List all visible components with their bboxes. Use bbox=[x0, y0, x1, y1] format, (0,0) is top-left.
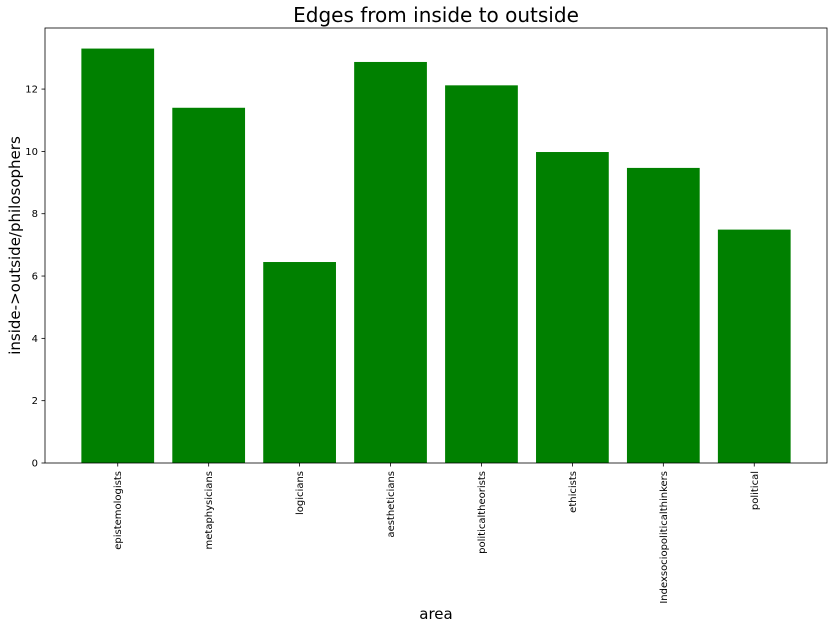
bar-politicaltheorists bbox=[445, 85, 518, 464]
y-tick-label: 0 bbox=[32, 459, 38, 470]
y-axis-label: inside->outside/philosophers bbox=[6, 136, 24, 355]
chart-title: Edges from inside to outside bbox=[293, 3, 579, 27]
bar-ethicists bbox=[536, 152, 609, 464]
x-tick-label: epistemologists bbox=[113, 471, 124, 550]
x-tick-label: Indexsociopoliticalthinkers bbox=[659, 471, 670, 604]
bar-aestheticians bbox=[354, 61, 427, 463]
x-axis-label: area bbox=[419, 605, 452, 623]
y-tick-label: 10 bbox=[25, 147, 38, 158]
y-axis: 0 2 4 6 8 10 12 bbox=[25, 85, 45, 470]
bar-political bbox=[717, 229, 791, 463]
x-tick-label: logicians bbox=[295, 471, 306, 515]
x-axis: epistemologists metaphysicians logicians ae… bbox=[113, 463, 761, 604]
y-tick-label: 8 bbox=[32, 209, 38, 220]
bar-Indexsociopoliticalthinkers bbox=[626, 167, 700, 463]
bar-logicians bbox=[263, 262, 336, 463]
x-tick-label: metaphysicians bbox=[204, 471, 215, 550]
x-tick-label: aestheticians bbox=[386, 471, 397, 538]
plot-area-frame bbox=[44, 27, 828, 464]
bar-metaphysicians bbox=[172, 107, 246, 463]
bars-group bbox=[81, 48, 791, 464]
x-tick-label: ethicists bbox=[568, 471, 579, 513]
y-tick-label: 6 bbox=[32, 272, 38, 283]
y-tick-label: 12 bbox=[25, 85, 38, 96]
x-tick-label: politicaltheorists bbox=[477, 471, 488, 554]
y-tick-label: 4 bbox=[32, 334, 38, 345]
bar-epistemologists bbox=[81, 48, 155, 463]
x-tick-label: political bbox=[750, 471, 761, 510]
y-tick-label: 2 bbox=[32, 396, 38, 407]
